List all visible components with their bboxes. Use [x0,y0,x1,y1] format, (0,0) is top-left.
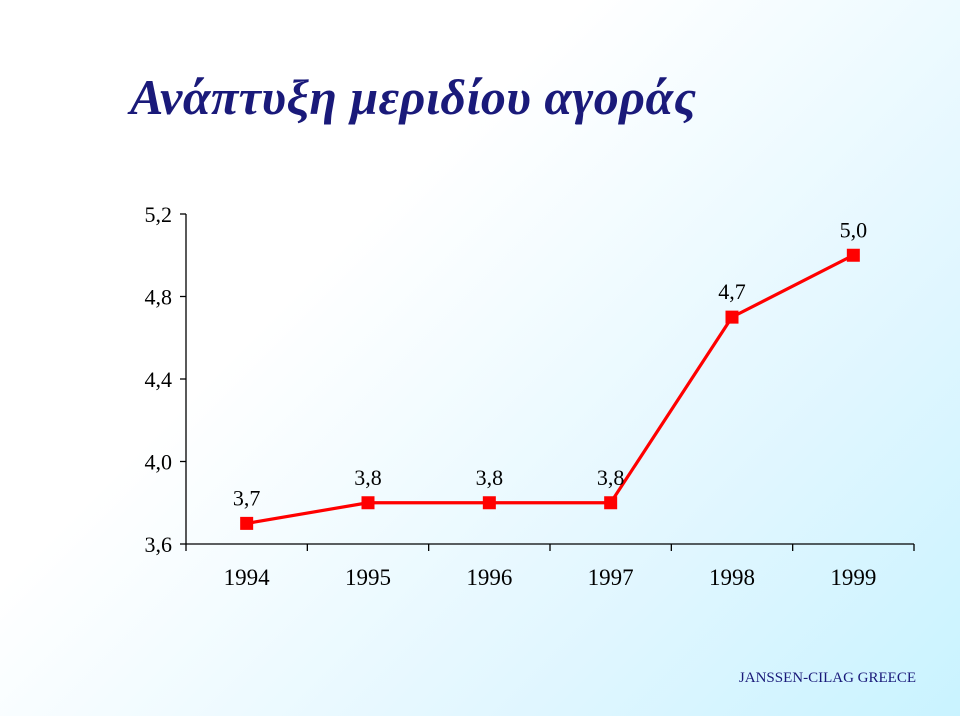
data-point-marker [482,496,496,510]
footer-company: JANSSEN-CILAG GREECE [738,670,916,686]
data-label: 3,8 [597,465,625,490]
data-label: 3,7 [233,485,261,510]
data-point-marker [846,248,860,262]
chart-title: Ανάπτυξη μεριδίου αγοράς [130,69,697,125]
data-labels: 3,7 3,8 3,8 3,8 4,7 5,0 [233,217,867,510]
data-label: 3,8 [354,465,382,490]
x-tick-label: 1995 [345,565,391,590]
y-tick-label: 4,8 [145,285,173,310]
x-tick-label: 1999 [830,565,876,590]
x-tick-label: 1998 [709,565,755,590]
series-line [240,248,860,530]
x-tick-label: 1997 [588,565,634,590]
data-point-marker [361,496,375,510]
y-tick-label: 5,2 [145,202,173,227]
data-label: 3,8 [476,465,504,490]
y-tick-label: 4,0 [145,450,173,475]
x-axis: 1994 1995 1996 1997 1998 1999 [185,543,915,590]
x-tick-label: 1994 [224,565,271,590]
data-point-marker [240,516,254,530]
data-point-marker [604,496,618,510]
y-tick-label: 4,4 [145,367,173,392]
x-tick-label: 1996 [466,565,512,590]
data-label: 4,7 [718,279,746,304]
data-point-marker [725,310,739,324]
data-label: 5,0 [840,217,868,242]
y-tick-label: 3,6 [145,532,173,557]
series-polyline [246,253,855,525]
y-axis: 3,6 4,0 4,4 4,8 5,2 [145,202,187,557]
